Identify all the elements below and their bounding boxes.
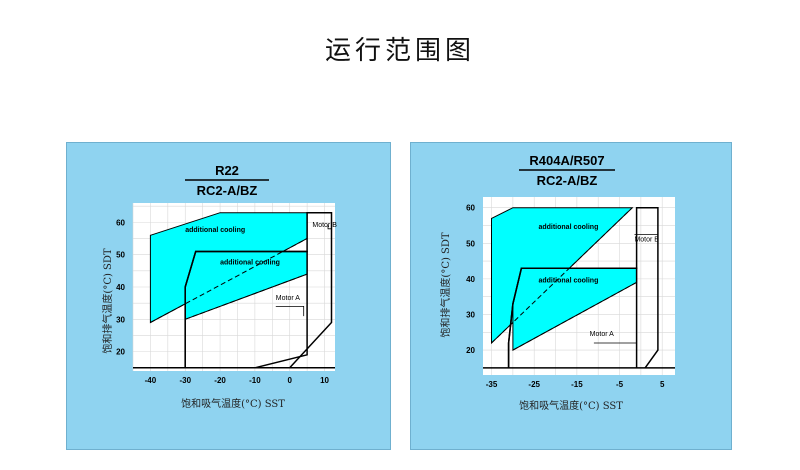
- y-tick-label: 50: [466, 239, 475, 248]
- y-tick-label: 40: [116, 283, 125, 292]
- y-tick-label: 20: [466, 346, 475, 355]
- y-tick-label: 50: [116, 251, 125, 260]
- region-label-lower: additional cooling: [220, 259, 280, 266]
- x-axis-label: 饱和吸气温度(°C) SST: [519, 399, 623, 412]
- y-tick-label: 30: [466, 310, 475, 319]
- x-tick-label: -5: [616, 380, 624, 389]
- x-axis-label: 饱和吸气温度(°C) SST: [181, 397, 285, 410]
- y-tick-labels: 20 30 40 50 60: [116, 218, 125, 356]
- dashed-boundary-upper: [491, 207, 633, 344]
- motor-b-pointer: [327, 225, 332, 230]
- y-axis-label: 饱和排气温度(°C) SDT: [101, 248, 114, 354]
- page-title: 运行范围图: [324, 36, 475, 66]
- x-tick-label: -25: [528, 380, 540, 389]
- chart-title: R404A/R507: [529, 153, 604, 168]
- x-tick-label: -15: [571, 380, 583, 389]
- x-tick-label: 0: [287, 376, 292, 385]
- motor-a-label: Motor A: [590, 331, 614, 338]
- y-tick-labels: 20 30 40 50 60: [466, 204, 475, 355]
- x-tick-label: -35: [486, 380, 498, 389]
- y-tick-label: 40: [466, 275, 475, 284]
- region-label-lower: additional cooling: [538, 277, 598, 284]
- chart-panel-r22: R22 RC2-A/BZ 饱和排气温度(°C) SDT 饱和吸气温度(°C) S…: [66, 142, 391, 450]
- motor-a-pointer: [275, 306, 305, 317]
- x-tick-label: 5: [660, 380, 665, 389]
- chart-subtitle: RC2-A/BZ: [197, 183, 258, 198]
- dashed-boundary-upper: [150, 238, 308, 323]
- chart-svg-r404a: R404A/R507 RC2-A/BZ 饱和排气温度(°C) SDT 饱和吸气温…: [439, 153, 675, 412]
- x-tick-label: -20: [214, 376, 226, 385]
- chart-title: R22: [215, 163, 239, 178]
- x-tick-label: 10: [320, 376, 329, 385]
- motor-a-label: Motor A: [276, 295, 300, 302]
- x-tick-labels: -40 -30 -20 -10 0 10: [145, 376, 330, 385]
- y-tick-label: 30: [116, 315, 125, 324]
- dashed-boundary-lower: [185, 273, 308, 320]
- chart-svg-r22: R22 RC2-A/BZ 饱和排气温度(°C) SDT 饱和吸气温度(°C) S…: [101, 163, 337, 410]
- motor-b-label: Motor B: [312, 222, 337, 229]
- motor-b-label: Motor B: [634, 237, 659, 244]
- y-axis-label: 饱和排气温度(°C) SDT: [439, 232, 452, 338]
- region-label-upper: additional cooling: [538, 224, 598, 231]
- region-label-upper: additional cooling: [185, 227, 245, 234]
- motor-a-envelope: [507, 267, 638, 368]
- chart-panel-r404a: R404A/R507 RC2-A/BZ 饱和排气温度(°C) SDT 饱和吸气温…: [410, 142, 732, 450]
- chart-subtitle: RC2-A/BZ: [537, 173, 598, 188]
- x-tick-label: -40: [145, 376, 157, 385]
- x-tick-labels: -35 -25 -15 -5 5: [486, 380, 665, 389]
- y-tick-label: 20: [116, 348, 125, 357]
- plot-area: -35 -25 -15 -5 5 20 30 40 50 60: [466, 197, 675, 389]
- y-tick-label: 60: [116, 218, 125, 227]
- x-tick-label: -30: [179, 376, 191, 385]
- x-tick-label: -10: [249, 376, 261, 385]
- y-tick-label: 60: [466, 204, 475, 213]
- plot-area: -40 -30 -20 -10 0 10 20 30 40 50 60: [116, 203, 335, 385]
- motor-a-envelope: [184, 250, 308, 369]
